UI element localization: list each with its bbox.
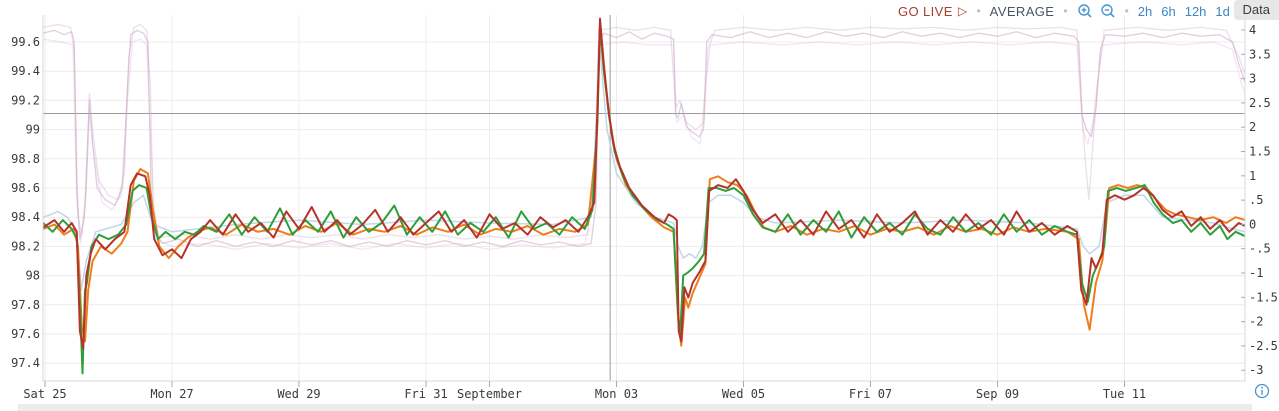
pink-band-3 [43,38,1245,250]
x-axis-label: Mon 27 [150,387,193,401]
x-axis-label: Fri 07 [849,387,892,401]
right-axis-label: 2 [1249,120,1256,134]
go-live-button[interactable]: GO LIVE ▷ [898,4,967,19]
x-axis-label: Fri 31 [404,387,447,401]
green-series [43,23,1245,375]
time-range-12h[interactable]: 12h [1184,3,1207,19]
pink-band-1 [43,29,1245,248]
right-axis-label: 1.5 [1249,145,1271,159]
left-axis-label: 97.6 [11,327,40,341]
separator-dot: • [1063,4,1068,18]
red-series [43,17,1245,350]
left-axis-label: 98 [26,269,40,283]
right-axis-label: -3 [1249,363,1263,377]
left-axis-label: 99 [26,123,40,137]
right-axis-label: -1.5 [1249,290,1278,304]
time-range-1d[interactable]: 1d [1215,3,1230,19]
right-axis-label: .5 [1249,193,1263,207]
magnifier-plus-icon [1077,4,1092,18]
x-axis-label: Mon 03 [595,387,638,401]
left-axis-label: 97.8 [11,298,40,312]
resize-handle[interactable] [18,404,1252,411]
time-range-6h[interactable]: 6h [1161,3,1176,19]
x-axis-label: Wed 29 [277,387,320,401]
zoom-in-button[interactable] [1077,3,1093,19]
right-axis-label: 3 [1249,72,1256,86]
time-range-2h[interactable]: 2h [1137,3,1153,19]
left-axis-label: 98.8 [11,152,40,166]
time-range-group: 2h6h12h1d8d [1138,4,1254,19]
right-axis-label: -1 [1249,266,1263,280]
x-axis-label: September [457,387,522,401]
left-axis-label: 97.4 [11,356,40,370]
lightblue-series [43,48,1245,291]
right-axis-label: 4 [1249,23,1256,37]
right-axis-label: 2.5 [1249,96,1271,110]
left-axis-label: 98.6 [11,181,40,195]
play-icon: ▷ [957,4,968,18]
left-axis-label: 99.2 [11,93,40,107]
right-axis-label: 0 [1249,217,1256,231]
go-live-label: GO LIVE [898,3,953,19]
right-axis-label: -2 [1249,315,1263,329]
left-axis-label: 99.6 [11,35,40,49]
left-axis-label: 98.2 [11,239,40,253]
orange-series [43,26,1245,347]
left-axis-label: 99.4 [11,64,40,78]
zoom-out-button[interactable] [1100,3,1116,19]
chart-toolbar: GO LIVE ▷ • AVERAGE • • 2h6h12h1d8d [898,3,1253,19]
info-icon[interactable] [1254,383,1270,399]
data-tab[interactable]: Data [1233,0,1279,20]
x-axis-label: Wed 05 [722,387,765,401]
x-axis-label: Sep 09 [976,387,1019,401]
separator-dot: • [1124,4,1129,18]
average-dropdown[interactable]: AVERAGE [989,3,1055,19]
x-axis-label: Tue 11 [1103,387,1146,401]
right-axis-label: 3.5 [1249,47,1271,61]
right-axis-label: -2.5 [1249,339,1278,353]
magnifier-minus-icon [1100,4,1115,18]
x-axis-label: Sat 25 [23,387,66,401]
right-axis-label: 1 [1249,169,1256,183]
separator-dot: • [976,4,981,18]
left-axis-label: 98.4 [11,210,40,224]
right-axis-label: -.5 [1249,242,1271,256]
